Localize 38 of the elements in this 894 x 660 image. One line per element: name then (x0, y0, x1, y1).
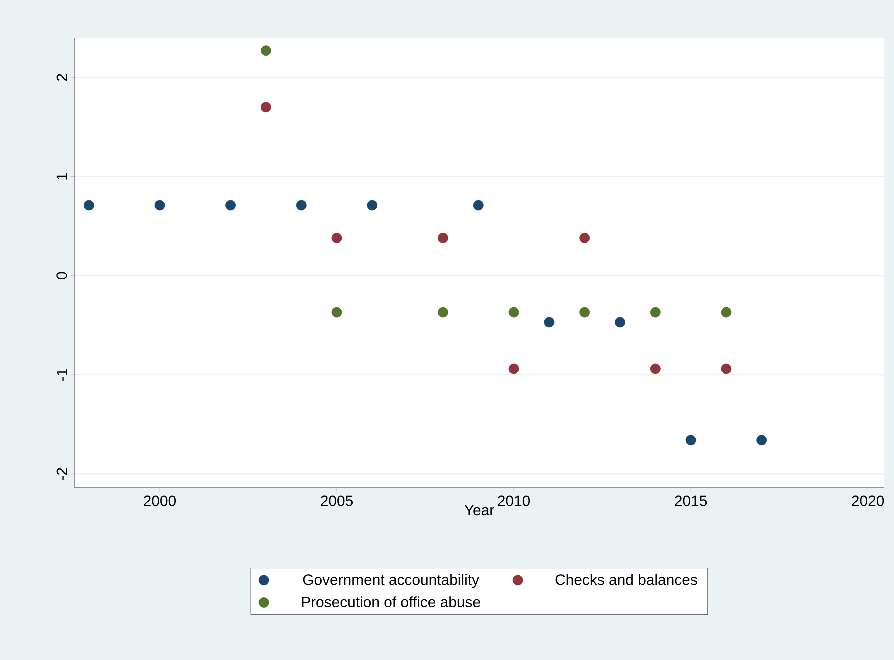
point (580, 307, 590, 318)
point (721, 364, 732, 374)
y-tick-label: 1 (56, 173, 68, 180)
point (721, 307, 732, 318)
x-axis-title: Year (464, 505, 494, 516)
point (650, 307, 661, 318)
point (332, 307, 342, 318)
y-tick-label: 0 (56, 272, 68, 280)
y-tick-label: -1 (56, 369, 68, 381)
legend-label: Prosecution of office abuse (302, 596, 480, 608)
point (332, 233, 342, 244)
x-tick-label: 2020 (852, 496, 884, 506)
x-tick-label: 2005 (321, 496, 353, 506)
x-tick-label: 2000 (144, 496, 176, 506)
point (508, 307, 520, 318)
point (686, 435, 696, 446)
point (438, 233, 448, 244)
point (473, 200, 484, 211)
point (615, 317, 626, 328)
point (367, 200, 378, 211)
point (438, 307, 448, 318)
legend-label: Government accountability (303, 574, 480, 588)
point (260, 102, 272, 113)
x-tick-label: 2015 (675, 496, 708, 506)
point (84, 200, 94, 211)
point (544, 317, 555, 328)
point (296, 200, 307, 211)
y-tick-label: 2 (56, 74, 68, 82)
point (508, 364, 520, 374)
point (580, 233, 590, 244)
legend-label: Checks and balances (556, 574, 698, 586)
point (154, 200, 166, 211)
x-tick-label: 2010 (498, 496, 530, 506)
y-tick-label: -2 (56, 468, 68, 480)
point (756, 435, 768, 446)
point (260, 46, 272, 56)
point (226, 200, 236, 211)
point (650, 364, 661, 374)
